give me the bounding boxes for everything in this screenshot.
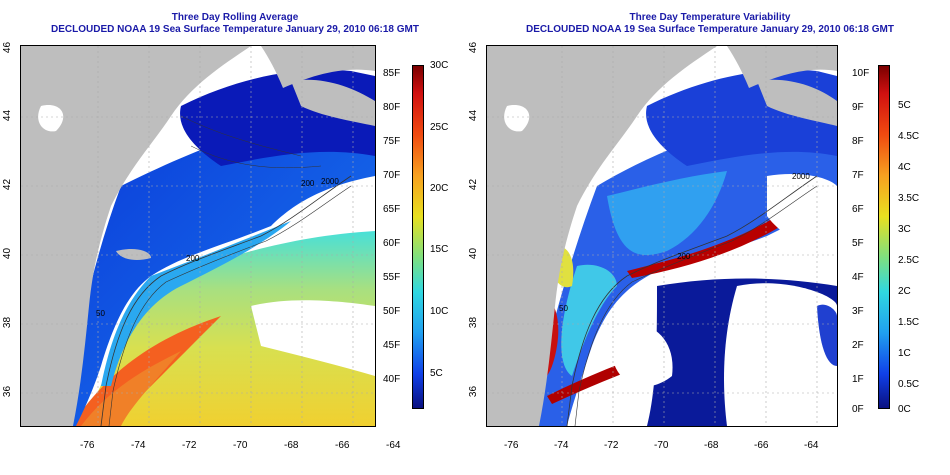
left-colorbar-f-label: 75F [383,136,401,147]
left-lon-tick: -64 [386,440,401,451]
right-colorbar-f-label: 9F [852,102,864,113]
right-subtitle: DECLOUDED NOAA 19 Sea Surface Temperatur… [526,24,894,35]
left-lat-tick: 38 [2,316,14,329]
left-lon-tick: -74 [131,440,146,451]
left-lon-tick: -76 [80,440,95,451]
left-colorbar-c-label: 15C [430,244,449,255]
right-lat-tick: 44 [468,109,480,122]
right-lon-tick: -76 [504,440,519,451]
right-lat-tick: 38 [468,316,480,329]
right-colorbar-c-label: 2.5C [898,255,920,266]
right-lat-tick: 42 [468,178,480,191]
left-colorbar-f-label: 65F [383,204,401,215]
left-colorbar-c-label: 5C [430,368,443,379]
left-colorbar-c-label: 20C [430,183,449,194]
left-colorbar-f-label: 70F [383,170,401,181]
right-colorbar-f-label: 5F [852,238,864,249]
right-colorbar [878,65,890,409]
right-colorbar-f-label: 4F [852,272,864,283]
right-panel: Three Day Temperature Variability DECLOU… [468,0,950,475]
left-contour-label-2000: 2000 [321,177,339,186]
left-colorbar-f-label: 80F [383,102,401,113]
left-map: 2000 200 50 200 [20,45,376,427]
left-contour-label-200: 200 [186,254,200,263]
left-lon-tick: -68 [284,440,299,451]
right-lon-tick: -64 [804,440,819,451]
right-lat-tick: 36 [468,385,480,398]
right-colorbar-c-label: 0C [898,404,911,415]
right-map-image: 2000 200 50 [487,46,837,426]
left-colorbar [412,65,424,409]
right-colorbar-f-label: 0F [852,404,864,415]
left-lat-tick: 44 [2,109,14,122]
right-lon-tick: -66 [754,440,769,451]
left-lat-tick: 36 [2,385,14,398]
left-lon-tick: -72 [182,440,197,451]
left-panel: Three Day Rolling Average DECLOUDED NOAA… [0,0,470,475]
left-subtitle: DECLOUDED NOAA 19 Sea Surface Temperatur… [51,24,419,35]
right-lat-tick: 46 [468,41,480,54]
right-colorbar-f-label: 1F [852,374,864,385]
right-colorbar-f-label: 10F [852,68,870,79]
right-colorbar-c-label: 4C [898,162,911,173]
right-contour-label-50: 50 [559,304,568,313]
right-lon-tick: -74 [554,440,569,451]
left-map-image: 2000 200 50 200 [21,46,375,426]
left-colorbar-c-label: 25C [430,122,449,133]
right-colorbar-c-label: 5C [898,100,911,111]
right-lon-tick: -70 [654,440,669,451]
right-lat-tick: 40 [468,247,480,260]
right-colorbar-c-label: 2C [898,286,911,297]
right-title: Three Day Temperature Variability [629,12,791,23]
right-colorbar-c-label: 3.5C [898,193,920,204]
left-colorbar-c-label: 30C [430,60,449,71]
left-colorbar-f-label: 40F [383,374,401,385]
left-title: Three Day Rolling Average [171,12,299,23]
left-colorbar-f-label: 45F [383,340,401,351]
left-lat-tick: 40 [2,247,14,260]
right-colorbar-c-label: 0.5C [898,379,920,390]
left-colorbar-f-label: 60F [383,238,401,249]
left-colorbar-f-label: 50F [383,306,401,317]
left-contour-label-50: 50 [96,309,105,318]
right-colorbar-f-label: 7F [852,170,864,181]
left-colorbar-f-label: 55F [383,272,401,283]
right-colorbar-c-label: 3C [898,224,911,235]
left-lat-tick: 46 [2,41,14,54]
right-colorbar-c-label: 4.5C [898,131,920,142]
right-colorbar-c-label: 1.5C [898,317,920,328]
right-colorbar-f-label: 3F [852,306,864,317]
right-map: 2000 200 50 [486,45,838,427]
right-lon-tick: -68 [704,440,719,451]
left-colorbar-c-label: 10C [430,306,449,317]
right-colorbar-f-label: 8F [852,136,864,147]
left-colorbar-f-label: 85F [383,68,401,79]
right-contour-label-200: 200 [677,252,691,261]
left-lat-tick: 42 [2,178,14,191]
left-contour-label-200b: 200 [301,179,315,188]
right-colorbar-f-label: 6F [852,204,864,215]
right-lon-tick: -72 [604,440,619,451]
right-contour-label-2000: 2000 [792,172,810,181]
left-lon-tick: -66 [335,440,350,451]
right-colorbar-c-label: 1C [898,348,911,359]
right-colorbar-f-label: 2F [852,340,864,351]
left-lon-tick: -70 [233,440,248,451]
